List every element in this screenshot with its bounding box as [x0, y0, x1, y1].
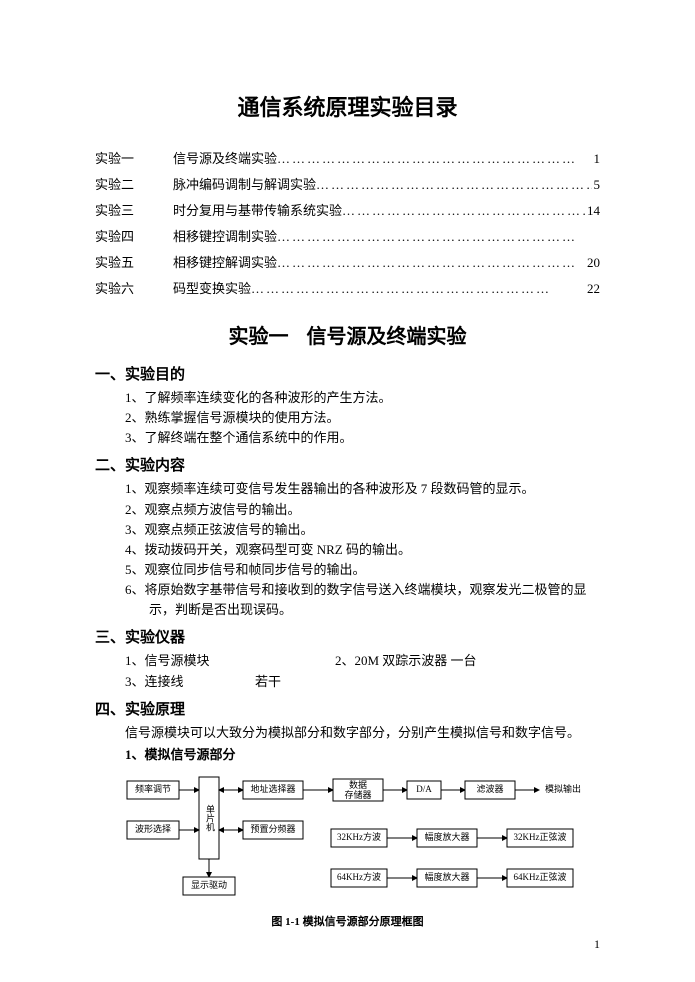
page-number: 1 [594, 937, 600, 952]
box-data-store-l1: 数据 [349, 779, 367, 790]
box-prescale: 预置分频器 [250, 823, 295, 834]
box-sin64: 64KHz正弦波 [514, 871, 567, 882]
toc-page: 20 [585, 250, 600, 276]
toc-title: 信号源及终端实验 [173, 146, 277, 172]
box-data-store-l2: 存储器 [344, 789, 371, 800]
exp-title-left: 实验一 [229, 326, 289, 348]
list-item: 4、拨动拨码开关，观察码型可变 NRZ 码的输出。 [125, 540, 600, 560]
list-item: 6、将原始数字基带信号和接收到的数字信号送入终端模块，观察发光二极管的显示，判断… [125, 580, 600, 620]
box-filter: 滤波器 [476, 783, 503, 794]
list-item: 2、观察点频方波信号的输出。 [125, 500, 600, 520]
list-item: 3、观察点频正弦波信号的输出。 [125, 520, 600, 540]
equip-row: 1、信号源模块 2、20M 双踪示波器 一台 [125, 651, 600, 671]
toc-row: 实验三 时分复用与基带传输系统实验 …………………………………………………… 1… [95, 198, 600, 224]
list-item: 2、熟练掌握信号源模块的使用方法。 [125, 408, 600, 428]
section-content-head: 二、实验内容 [95, 454, 600, 475]
box-sq32: 32KHz方波 [337, 831, 381, 842]
toc-label: 实验二 [95, 172, 173, 198]
list-item: 5、观察位同步信号和帧同步信号的输出。 [125, 560, 600, 580]
toc-page: 22 [585, 276, 600, 302]
toc-row: 实验五 相移键控解调实验 …………………………………………………… 20 [95, 250, 600, 276]
toc-title: 时分复用与基带传输系统实验 [173, 198, 342, 224]
box-amp2: 幅度放大器 [424, 871, 469, 882]
section-principle-head: 四、实验原理 [95, 698, 600, 719]
content-list: 1、观察频率连续可变信号发生器输出的各种波形及 7 段数码管的显示。 2、观察点… [125, 479, 600, 620]
diagram-caption: 图 1-1 模拟信号源部分原理框图 [95, 913, 600, 929]
page-title: 通信系统原理实验目录 [95, 90, 600, 122]
box-disp: 显示驱动 [191, 880, 227, 890]
toc-leader: …………………………………………………… [277, 146, 591, 172]
toc-page: 5 [592, 172, 601, 198]
toc-page: 1 [592, 146, 601, 172]
toc-leader: …………………………………………………… [277, 224, 598, 250]
box-mcu: 单片机 [205, 803, 215, 832]
box-wave-sel: 波形选择 [135, 823, 171, 834]
list-item: 1、了解频率连续变化的各种波形的产生方法。 [125, 388, 600, 408]
box-da: D/A [416, 784, 432, 794]
block-diagram: 频率调节 单片机 地址选择器 数据存储器 D/A 滤波器 模拟输出 波形选择 预… [125, 775, 600, 905]
section-purpose-head: 一、实验目的 [95, 363, 600, 384]
principle-intro: 信号源模块可以大致分为模拟部分和数字部分，分别产生模拟信号和数字信号。 [125, 723, 600, 743]
toc-label: 实验六 [95, 276, 173, 302]
toc-row: 实验四 相移键控调制实验 …………………………………………………… [95, 224, 600, 250]
toc-leader: …………………………………………………… [316, 172, 591, 198]
toc-title: 脉冲编码调制与解调实验 [173, 172, 316, 198]
toc-page: 14 [585, 198, 600, 224]
toc-row: 实验六 码型变换实验 …………………………………………………… 22 [95, 276, 600, 302]
equip-item: 若干 [255, 672, 281, 692]
equip-item: 3、连接线 [125, 672, 255, 692]
toc-leader: …………………………………………………… [277, 250, 585, 276]
toc-title: 码型变换实验 [173, 276, 251, 302]
toc: 实验一 信号源及终端实验 …………………………………………………… 1 实验二 … [95, 146, 600, 302]
equip-item: 1、信号源模块 [125, 651, 335, 671]
toc-row: 实验二 脉冲编码调制与解调实验 …………………………………………………… 5 [95, 172, 600, 198]
toc-leader: …………………………………………………… [342, 198, 585, 224]
equip-item: 2、20M 双踪示波器 一台 [335, 651, 600, 671]
toc-leader: …………………………………………………… [251, 276, 585, 302]
box-amp1: 幅度放大器 [424, 831, 469, 842]
toc-row: 实验一 信号源及终端实验 …………………………………………………… 1 [95, 146, 600, 172]
list-item: 3、了解终端在整个通信系统中的作用。 [125, 428, 600, 448]
box-sin32: 32KHz正弦波 [514, 831, 567, 842]
toc-label: 实验五 [95, 250, 173, 276]
toc-title: 相移键控调制实验 [173, 224, 277, 250]
toc-label: 实验四 [95, 224, 173, 250]
toc-label: 实验一 [95, 146, 173, 172]
list-item: 1、观察频率连续可变信号发生器输出的各种波形及 7 段数码管的显示。 [125, 479, 600, 499]
box-sq64: 64KHz方波 [337, 871, 381, 882]
purpose-list: 1、了解频率连续变化的各种波形的产生方法。 2、熟练掌握信号源模块的使用方法。 … [125, 388, 600, 448]
section-equip-head: 三、实验仪器 [95, 626, 600, 647]
toc-title: 相移键控解调实验 [173, 250, 277, 276]
experiment-title: 实验一信号源及终端实验 [95, 320, 600, 349]
out-label: 模拟输出 [545, 783, 581, 794]
principle-sub: 1、模拟信号源部分 [125, 745, 600, 765]
box-addr-sel: 地址选择器 [250, 783, 295, 794]
equip-row: 3、连接线 若干 [125, 672, 600, 692]
exp-title-right: 信号源及终端实验 [307, 326, 467, 348]
toc-label: 实验三 [95, 198, 173, 224]
box-freq-adj: 频率调节 [135, 783, 171, 794]
